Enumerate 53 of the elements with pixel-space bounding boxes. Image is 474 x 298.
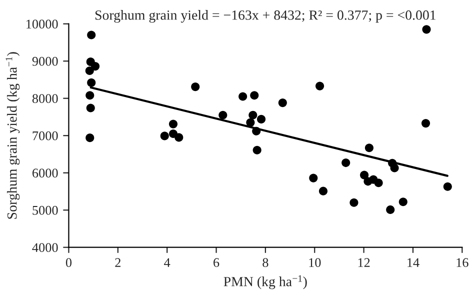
point bbox=[318, 186, 328, 196]
point bbox=[252, 146, 262, 154]
point bbox=[390, 164, 399, 172]
x-tick-label: 4 bbox=[164, 258, 170, 267]
y-tick-label: 4000 bbox=[32, 243, 58, 252]
x-tick-label: 12 bbox=[358, 258, 370, 267]
point bbox=[86, 134, 94, 142]
point bbox=[191, 82, 200, 92]
x-tick-label: 8 bbox=[262, 258, 268, 268]
point bbox=[309, 174, 318, 182]
x-tick-label: 0 bbox=[66, 258, 72, 268]
point bbox=[256, 114, 266, 124]
point bbox=[91, 62, 100, 71]
y-axis-title: Sorghum grain yield (kg ha$^{−1}$) bbox=[6, 52, 20, 219]
x-tick-label: 16 bbox=[456, 258, 468, 268]
point bbox=[443, 182, 452, 191]
x-axis-title: PMN (kg ha$^{−1}$) bbox=[224, 275, 307, 290]
x-tick-label: 6 bbox=[214, 258, 220, 268]
point bbox=[87, 30, 96, 40]
point bbox=[168, 120, 178, 128]
chart-title: Sorghum grain yield = −163x + 8432; R² = 0.377; p = <0.001 bbox=[95, 10, 436, 23]
point bbox=[374, 178, 383, 188]
point bbox=[421, 119, 430, 128]
point bbox=[174, 133, 184, 142]
point bbox=[360, 170, 369, 180]
point bbox=[398, 198, 408, 206]
point bbox=[342, 158, 350, 168]
point bbox=[252, 126, 261, 136]
y-tick-label: 6000 bbox=[32, 168, 58, 178]
point bbox=[246, 118, 255, 127]
y-tick-label: 10000 bbox=[26, 20, 58, 29]
y-tick-label: 8000 bbox=[32, 94, 58, 104]
point bbox=[350, 198, 358, 207]
point bbox=[386, 205, 395, 214]
point bbox=[364, 144, 374, 152]
point bbox=[248, 110, 258, 120]
point bbox=[87, 78, 96, 87]
point bbox=[85, 66, 94, 76]
point bbox=[316, 82, 324, 90]
point bbox=[422, 25, 431, 34]
x-tick-label: 14 bbox=[408, 258, 420, 267]
y-tick-label: 9000 bbox=[32, 56, 58, 66]
point bbox=[278, 98, 287, 108]
point bbox=[86, 91, 94, 100]
point bbox=[250, 91, 259, 100]
y-tick-label: 7000 bbox=[32, 131, 58, 140]
y-tick-label: 5000 bbox=[32, 206, 58, 215]
point bbox=[218, 110, 228, 120]
x-tick-label: 2 bbox=[115, 258, 120, 267]
point bbox=[86, 104, 95, 112]
point bbox=[160, 132, 169, 140]
x-tick-label: 10 bbox=[309, 258, 321, 268]
point bbox=[238, 92, 248, 101]
